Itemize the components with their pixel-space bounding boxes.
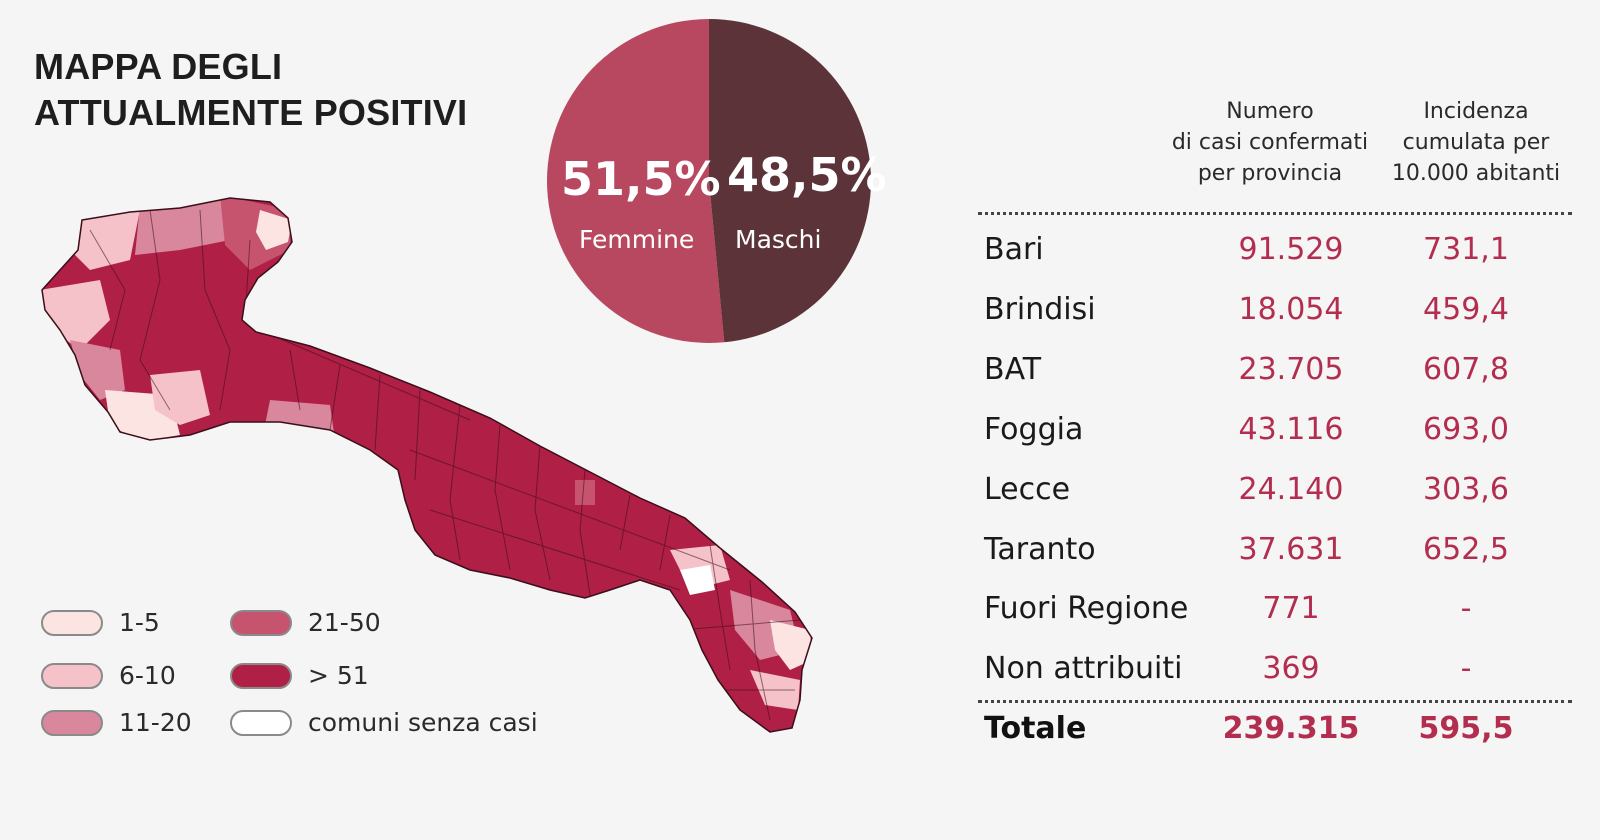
pie-femmine-label: Femmine	[579, 225, 695, 254]
row-incidence: 459,4	[1423, 292, 1509, 327]
table-row-non-attribuiti: Non attribuiti 369 -	[984, 651, 1544, 691]
legend-swatch	[41, 609, 103, 636]
table-row-lecce: Lecce 24.140 303,6	[984, 472, 1544, 512]
row-incidence: 303,6	[1423, 472, 1509, 507]
legend-label: 21-50	[308, 608, 381, 637]
table-row-fuori-regione: Fuori Regione 771 -	[984, 591, 1544, 631]
legend-item-11-20: 11-20	[41, 708, 192, 737]
row-incidence: 693,0	[1423, 412, 1509, 447]
table-divider-top	[978, 212, 1572, 215]
map-title-line2: ATTUALMENTE POSITIVI	[34, 92, 468, 133]
map-area-medium	[265, 400, 335, 440]
table-row-foggia: Foggia 43.116 693,0	[984, 412, 1544, 452]
row-name: Fuori Regione	[984, 591, 1189, 626]
row-name: Brindisi	[984, 292, 1096, 327]
legend-label: > 51	[308, 661, 369, 690]
row-name: Foggia	[984, 412, 1084, 447]
legend-swatch	[41, 709, 103, 736]
legend-item-no-cases: comuni senza casi	[230, 708, 538, 737]
pie-slice-femmine	[547, 19, 725, 343]
header-line: Incidenza	[1423, 99, 1529, 124]
legend-swatch	[230, 709, 292, 736]
map-area-palest	[310, 450, 340, 480]
row-cases: 37.631	[1238, 532, 1344, 567]
map-area-light	[70, 210, 140, 270]
pie-femmine-percent: 51,5%	[561, 152, 721, 206]
row-cases: 43.116	[1238, 412, 1344, 447]
row-cases: 23.705	[1238, 352, 1344, 387]
row-name: Taranto	[984, 532, 1096, 567]
legend-swatch	[230, 662, 292, 689]
table-divider-bottom	[978, 700, 1572, 703]
gender-pie-chart	[547, 19, 871, 343]
legend-swatch	[230, 609, 292, 636]
table-row-taranto: Taranto 37.631 652,5	[984, 532, 1544, 572]
legend-label: 1-5	[119, 608, 160, 637]
header-line: di casi confermati	[1171, 130, 1369, 155]
row-incidence: -	[1460, 651, 1472, 686]
row-name: BAT	[984, 352, 1042, 387]
legend-item-6-10: 6-10	[41, 661, 176, 690]
total-name: Totale	[984, 711, 1087, 746]
legend-label: 6-10	[119, 661, 176, 690]
row-incidence: -	[1460, 591, 1472, 626]
legend-label: comuni senza casi	[308, 708, 538, 737]
map-border-line	[259, 329, 801, 691]
map-area-light	[150, 370, 210, 425]
table-header-incidence: Incidenza cumulata per 10.000 abitanti	[1376, 96, 1576, 189]
pie-maschi-percent: 48,5%	[727, 148, 887, 202]
table-header-cases: Numero di casi confermati per provincia	[1160, 96, 1380, 189]
legend-item-1-5: 1-5	[41, 608, 160, 637]
map-area-palest	[256, 210, 292, 250]
map-area-medium	[575, 480, 595, 505]
table-row-bari: Bari 91.529 731,1	[984, 232, 1544, 272]
map-area-empty	[680, 565, 715, 595]
legend-item-21-50: 21-50	[230, 608, 381, 637]
map-area-strong	[220, 198, 292, 270]
pie-slice-maschi	[709, 19, 871, 343]
map-title: MAPPA DEGLI ATTUALMENTE POSITIVI	[34, 44, 467, 136]
total-incidence: 595,5	[1418, 711, 1514, 746]
header-line: 10.000 abitanti	[1391, 161, 1561, 186]
legend-label: 11-20	[119, 708, 192, 737]
row-name: Lecce	[984, 472, 1071, 507]
row-name: Bari	[984, 232, 1044, 267]
table-row-brindisi: Brindisi 18.054 459,4	[984, 292, 1544, 332]
map-title-line1: MAPPA DEGLI	[34, 46, 283, 87]
row-cases: 91.529	[1238, 232, 1344, 267]
pie-maschi-label: Maschi	[735, 225, 822, 254]
row-cases: 771	[1262, 591, 1320, 626]
row-incidence: 607,8	[1423, 352, 1509, 387]
row-name: Non attribuiti	[984, 651, 1183, 686]
header-line: per provincia	[1197, 161, 1343, 186]
legend-swatch	[41, 662, 103, 689]
header-line: Numero	[1226, 99, 1314, 124]
map-border-line	[89, 209, 251, 411]
map-border-line	[289, 349, 771, 721]
map-area-palest	[770, 620, 812, 670]
table-row-bat: BAT 23.705 607,8	[984, 352, 1544, 392]
row-cases: 24.140	[1238, 472, 1344, 507]
row-incidence: 731,1	[1423, 232, 1509, 267]
row-cases: 18.054	[1238, 292, 1344, 327]
row-cases: 369	[1262, 651, 1320, 686]
total-cases: 239.315	[1222, 711, 1360, 746]
legend-item-over-51: > 51	[230, 661, 369, 690]
header-line: cumulata per	[1402, 130, 1550, 155]
table-row-totale: Totale 239.315 595,5	[984, 711, 1544, 751]
row-incidence: 652,5	[1423, 532, 1509, 567]
map-area-medium	[70, 340, 125, 400]
